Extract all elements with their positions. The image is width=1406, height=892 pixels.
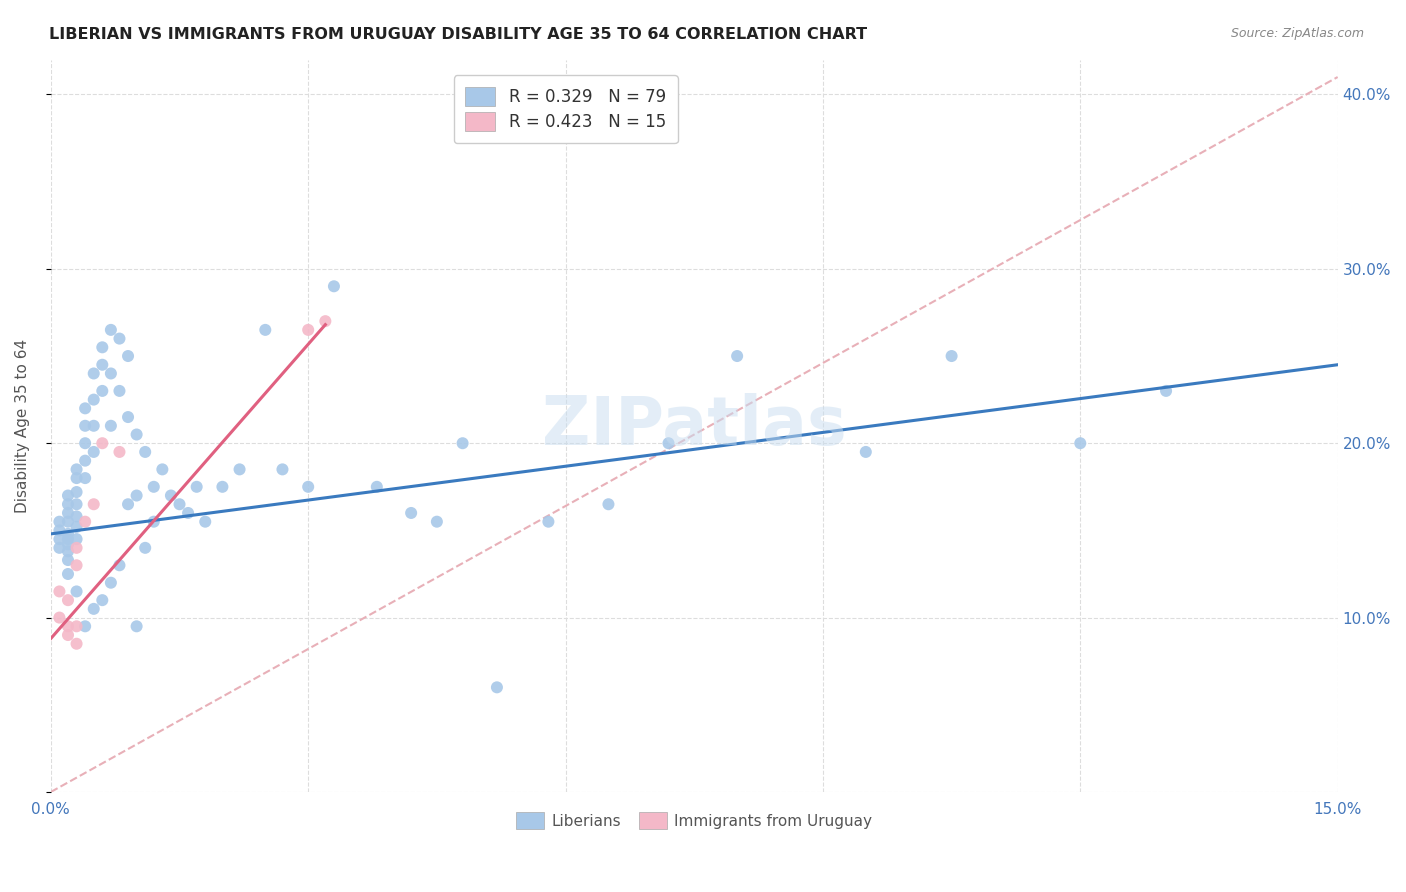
Point (142, 515, 165, 529)
Point (100, 418, 122, 433)
Text: Source: ZipAtlas.com: Source: ZipAtlas.com (1230, 27, 1364, 40)
Point (56, 619, 79, 633)
Point (75, 418, 97, 433)
Point (451, 436, 474, 450)
Point (91, 384, 114, 398)
Point (75, 619, 97, 633)
Point (65, 509, 87, 524)
Point (297, 323, 319, 337)
Point (194, 515, 217, 529)
Point (75, 471, 97, 485)
Y-axis label: Disability Age 35 to 64: Disability Age 35 to 64 (15, 339, 30, 513)
Point (48, 515, 70, 529)
Point (150, 462, 173, 476)
Point (598, 497, 620, 511)
Point (65, 497, 87, 511)
Point (399, 506, 422, 520)
Point (271, 462, 294, 476)
Point (134, 445, 156, 459)
Point (75, 453, 97, 467)
Legend: Liberians, Immigrants from Uruguay: Liberians, Immigrants from Uruguay (510, 805, 879, 836)
Point (65, 637, 87, 651)
Point (134, 541, 156, 555)
Point (426, 515, 449, 529)
Point (65, 471, 87, 485)
Point (65, 558, 87, 573)
Point (323, 279, 346, 293)
Point (117, 410, 139, 425)
Point (108, 384, 131, 398)
Point (48, 610, 70, 624)
Point (91, 436, 114, 450)
Point (56, 527, 79, 541)
Point (366, 480, 388, 494)
Point (65, 619, 87, 633)
Point (657, 436, 679, 450)
Point (56, 515, 79, 529)
Point (48, 532, 70, 546)
Point (56, 537, 79, 551)
Point (91, 340, 114, 354)
Point (56, 553, 79, 567)
Point (941, 349, 963, 363)
Point (108, 445, 131, 459)
Point (83, 367, 105, 381)
Point (91, 593, 114, 607)
Point (1154, 384, 1177, 398)
Point (56, 544, 79, 558)
Point (83, 445, 105, 459)
Point (48, 541, 70, 555)
Point (169, 497, 191, 511)
Point (125, 489, 148, 503)
Point (117, 349, 139, 363)
Point (56, 506, 79, 520)
Point (125, 427, 148, 442)
Point (56, 566, 79, 581)
Point (56, 497, 79, 511)
Point (117, 497, 139, 511)
Point (125, 619, 148, 633)
Point (83, 602, 105, 616)
Point (537, 515, 560, 529)
Point (56, 593, 79, 607)
Point (75, 436, 97, 450)
Point (177, 506, 200, 520)
Point (211, 480, 233, 494)
Point (75, 401, 97, 416)
Point (297, 480, 319, 494)
Point (485, 681, 508, 695)
Point (65, 520, 87, 534)
Point (254, 323, 277, 337)
Point (48, 584, 70, 599)
Point (75, 515, 97, 529)
Point (100, 367, 122, 381)
Point (100, 323, 122, 337)
Point (855, 445, 877, 459)
Point (108, 558, 131, 573)
Text: ZIPatlas: ZIPatlas (541, 392, 846, 458)
Point (65, 485, 87, 500)
Text: LIBERIAN VS IMMIGRANTS FROM URUGUAY DISABILITY AGE 35 TO 64 CORRELATION CHART: LIBERIAN VS IMMIGRANTS FROM URUGUAY DISA… (49, 27, 868, 42)
Point (100, 575, 122, 590)
Point (83, 497, 105, 511)
Point (65, 584, 87, 599)
Point (108, 332, 131, 346)
Point (91, 358, 114, 372)
Point (56, 489, 79, 503)
Point (65, 462, 87, 476)
Point (142, 480, 165, 494)
Point (314, 314, 336, 328)
Point (1069, 436, 1091, 450)
Point (228, 462, 250, 476)
Point (48, 524, 70, 538)
Point (725, 349, 748, 363)
Point (186, 480, 208, 494)
Point (83, 392, 105, 407)
Point (56, 628, 79, 642)
Point (160, 489, 183, 503)
Point (65, 532, 87, 546)
Point (83, 418, 105, 433)
Point (56, 532, 79, 546)
Point (65, 541, 87, 555)
